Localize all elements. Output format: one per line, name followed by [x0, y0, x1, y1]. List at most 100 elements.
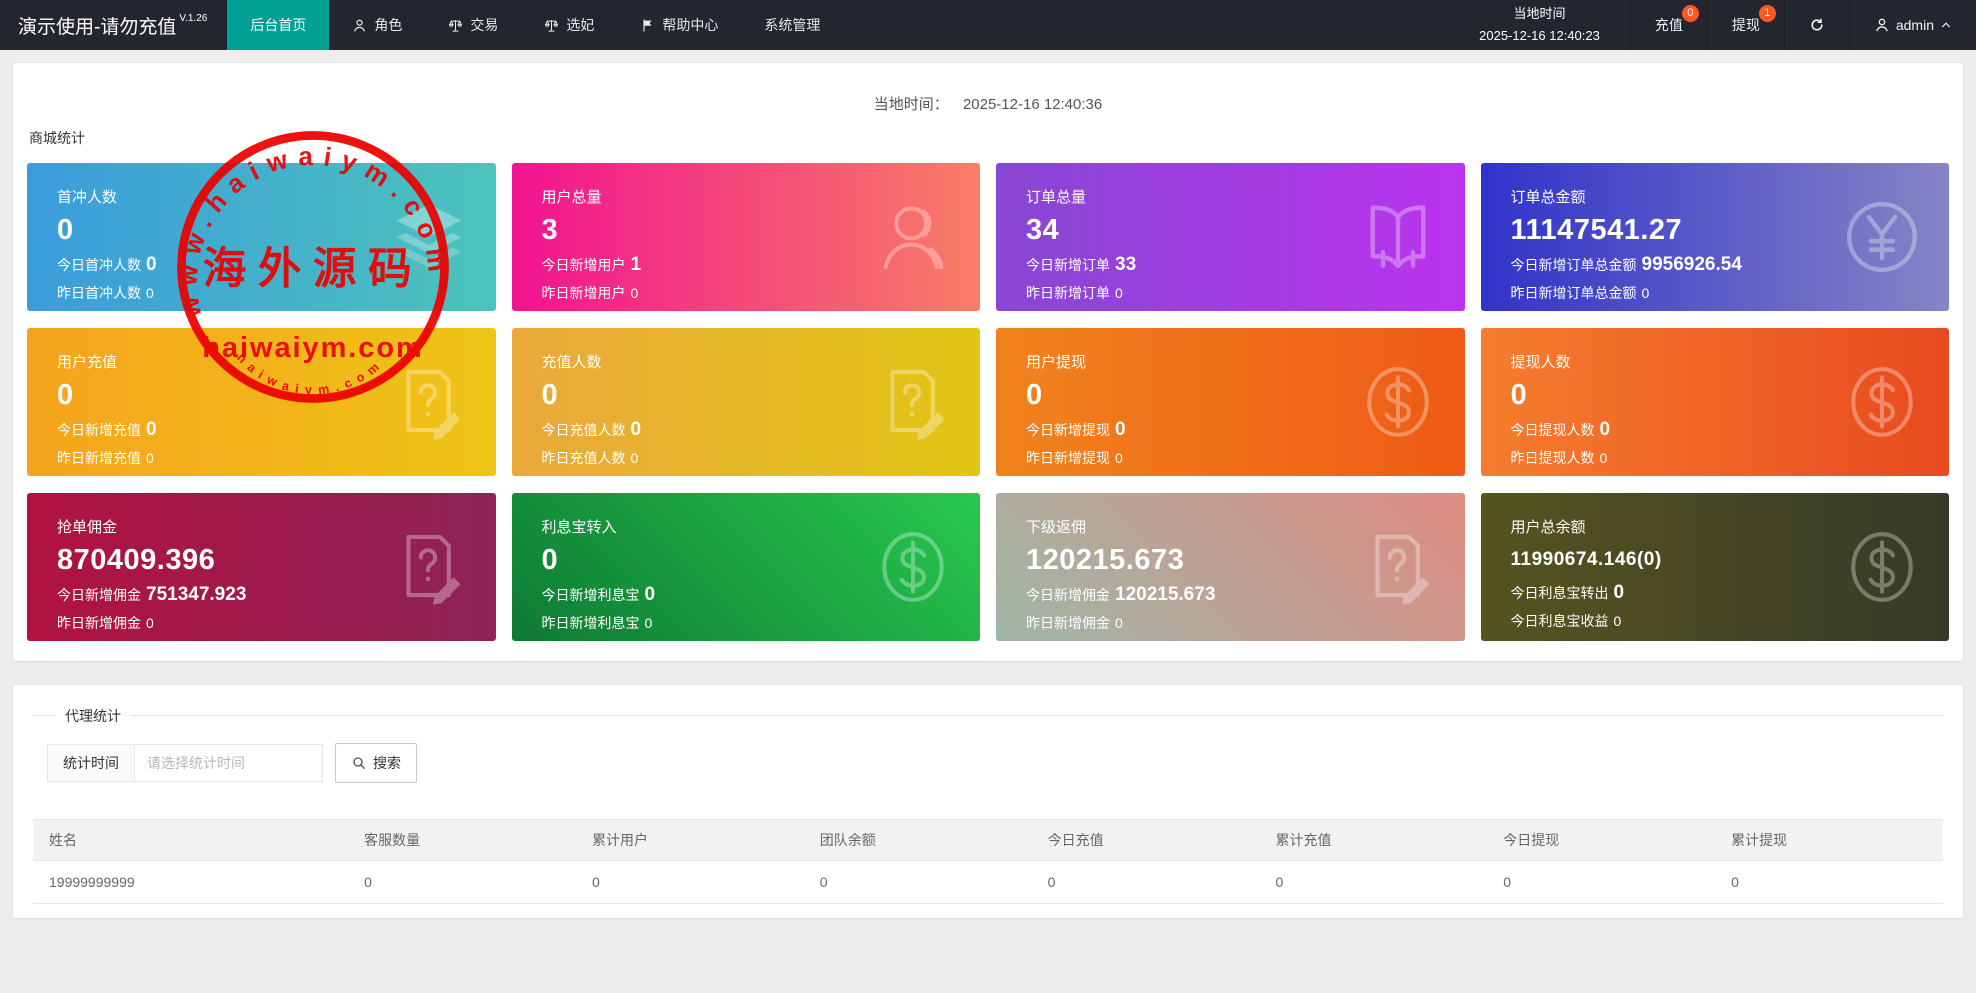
stat-card-today-label: 今日新增提现: [1026, 422, 1110, 439]
dollar-circle-icon: [1841, 526, 1923, 608]
stat-card-today-line: 今日新增订单 33: [1026, 254, 1465, 276]
nav-item-home[interactable]: 后台首页: [227, 0, 330, 50]
content-time-value: 2025-12-16 12:40:36: [962, 96, 1103, 113]
stat-card-today-label: 今日新增订单: [1026, 257, 1110, 274]
table-cell: 0: [348, 860, 576, 904]
agent-table-header-row: 姓名 客服数量 累计用户 团队余额 今日充值 累计充值 今日提现 累计提现: [33, 819, 1943, 861]
table-cell: 0: [803, 860, 1032, 904]
table-cell: 0: [1259, 860, 1488, 904]
main-content: 当地时间： 2025-12-16 12:40:36 商城统计 首冲人数 0 今日首冲…: [0, 50, 1976, 931]
stat-time-label: 统计时间: [47, 744, 135, 782]
stat-card-yesterday-value: 0: [630, 285, 639, 302]
stat-card-withdraw-users: 提现人数 0 今日提现人数 0 昨日提现人数 0: [1480, 328, 1950, 476]
stat-card-value: 34: [1026, 214, 1060, 246]
stat-card-user-withdraw: 用户提现 0 今日新增提现 0 昨日新增提现 0: [996, 328, 1465, 476]
stat-card-today-value: 0: [146, 254, 157, 276]
nav-item-roles[interactable]: 角色: [329, 0, 425, 50]
nav-item-label: 后台首页: [250, 17, 307, 33]
stat-card-today-label: 今日新增订单总金额: [1510, 257, 1637, 274]
stat-card-yesterday-value: 0: [644, 615, 653, 632]
user-icon: [1874, 17, 1890, 33]
content-time-line: 当地时间： 2025-12-16 12:40:36: [27, 77, 1949, 120]
local-time-value: 2025-12-16 12:40:23: [1479, 28, 1600, 43]
stat-card-title: 提现人数: [1510, 354, 1571, 371]
agent-filter-row: 统计时间 搜索: [47, 743, 1943, 783]
flag-icon: [640, 18, 655, 33]
stat-card-yesterday-label: 昨日新增用户: [541, 285, 626, 302]
search-icon: [351, 755, 367, 771]
nav-item-label: 选妃: [566, 17, 595, 33]
nav-item-xuanfei[interactable]: 选妃: [521, 0, 617, 50]
stat-card-yesterday-line: 昨日提现人数 0: [1511, 448, 1950, 468]
stat-card-today-value: 0: [1613, 581, 1625, 603]
nav-item-system[interactable]: 系统管理: [741, 0, 843, 50]
stat-card-yesterday-value: 0: [146, 285, 154, 302]
recharge-button[interactable]: 充值 0: [1629, 0, 1707, 50]
stat-time-input[interactable]: [135, 744, 323, 782]
stat-card-total-orders: 订单总量 34 今日新增订单 33 昨日新增订单 0: [996, 163, 1465, 311]
column-header: 今日提现: [1487, 819, 1716, 861]
stat-card-value: 0: [541, 379, 559, 411]
recharge-badge: 0: [1681, 5, 1699, 22]
refresh-icon: [1809, 17, 1825, 33]
content-time-label: 当地时间：: [873, 96, 949, 113]
stat-card-yesterday-value: 0: [1115, 450, 1123, 467]
dollar-circle-icon: [1357, 361, 1439, 443]
stat-card-yesterday-value: 0: [1613, 612, 1622, 629]
stat-card-today-label: 今日新增佣金: [57, 587, 141, 604]
stat-card-yesterday-line: 昨日充值人数 0: [542, 448, 981, 468]
stat-card-today-line: 今日新增提现 0: [1026, 419, 1465, 441]
stat-card-yesterday-line: 昨日新增订单总金额 0: [1511, 283, 1950, 303]
user-menu[interactable]: admin: [1848, 0, 1976, 50]
stat-card-today-value: 9956926.54: [1641, 254, 1742, 276]
recharge-label: 充值: [1654, 17, 1683, 33]
stat-card-title: 下级返佣: [1026, 519, 1087, 536]
stat-card-yesterday-label: 昨日新增订单总金额: [1510, 285, 1637, 302]
stat-card-today-value: 751347.923: [146, 584, 247, 606]
app-title: 演示使用-请勿充值 V.1.26: [0, 0, 227, 50]
table-row: 19999999999 0 0 0 0 0 0 0: [33, 860, 1943, 904]
nav-item-trade[interactable]: 交易: [425, 0, 521, 50]
column-header: 团队余额: [803, 819, 1032, 861]
stat-card-yesterday-label: 今日利息宝收益: [1510, 612, 1609, 629]
withdraw-button[interactable]: 提现 1: [1706, 0, 1784, 50]
stat-card-today-value: 0: [146, 419, 157, 441]
stat-card-today-line: 今日新增利息宝 0: [542, 584, 981, 606]
stat-card-today-label: 今日新增佣金: [1026, 587, 1110, 604]
doc-question-icon: [388, 361, 470, 443]
stat-card-yesterday-value: 0: [146, 615, 154, 632]
stat-card-sub-rebate: 下级返佣 120215.673 今日新增佣金 120215.673 昨日新增佣金 0: [996, 493, 1465, 641]
stat-card-today-value: 0: [1599, 419, 1611, 441]
stat-card-yesterday-line: 昨日新增充值 0: [57, 448, 496, 468]
app-version: V.1.26: [179, 12, 208, 24]
nav-item-label: 系统管理: [764, 17, 821, 33]
search-button-label: 搜索: [373, 755, 401, 771]
search-button[interactable]: 搜索: [335, 743, 417, 783]
agent-table-body: 19999999999 0 0 0 0 0 0 0: [33, 860, 1943, 904]
stat-card-today-value: 0: [630, 419, 642, 441]
stat-card-value: 0: [57, 379, 74, 411]
stat-card-yesterday-value: 0: [146, 450, 154, 467]
stat-card-yesterday-line: 昨日新增用户 0: [542, 283, 981, 303]
stat-card-value: 0: [1510, 379, 1528, 411]
stat-card-value: 3: [541, 214, 559, 246]
stat-card-today-line: 今日新增充值 0: [57, 419, 496, 441]
user-icon: [352, 18, 367, 33]
stat-card-yesterday-value: 0: [630, 450, 639, 467]
withdraw-label: 提现: [1731, 17, 1760, 33]
stat-card-title: 用户总余额: [1510, 519, 1586, 536]
local-time-label: 当地时间: [1513, 5, 1566, 21]
stat-card-today-value: 1: [630, 254, 642, 276]
stat-card-title: 订单总金额: [1510, 189, 1586, 206]
stat-card-yesterday-value: 0: [1599, 450, 1608, 467]
table-cell: 0: [1031, 860, 1260, 904]
agent-table: 姓名 客服数量 累计用户 团队余额 今日充值 累计充值 今日提现 累计提现 199999999…: [33, 819, 1943, 904]
stat-card-yesterday-label: 昨日新增利息宝: [541, 615, 640, 632]
stat-card-value: 0: [1026, 379, 1043, 411]
stat-card-value: 120215.673: [1026, 544, 1185, 576]
nav-item-help[interactable]: 帮助中心: [617, 0, 741, 50]
stat-card-today-value: 120215.673: [1115, 584, 1216, 606]
refresh-button[interactable]: [1783, 0, 1849, 50]
table-cell: 19999999999: [33, 860, 349, 904]
column-header: 姓名: [33, 819, 349, 861]
